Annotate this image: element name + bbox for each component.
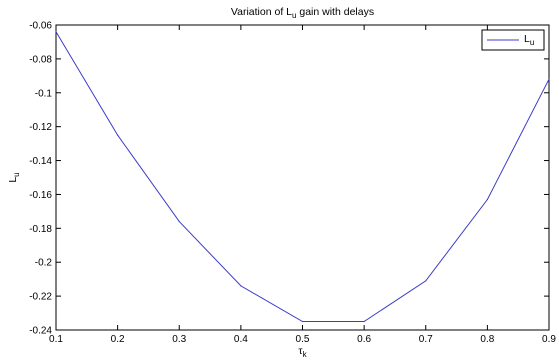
x-tick-label: 0.1 <box>49 334 63 345</box>
data-point <box>486 198 488 201</box>
x-axis-ticks: 0.1 0.2 0.3 0.4 0.5 0.6 0.7 0.8 0.9 <box>49 25 556 345</box>
y-axis-label-subscript: u <box>12 172 21 176</box>
legend-label-base: L <box>524 33 530 45</box>
y-tick-label: -0.08 <box>29 54 52 65</box>
data-point <box>548 78 550 80</box>
chart-title-subscript: u <box>292 11 296 20</box>
y-tick-label: -0.14 <box>29 156 52 167</box>
y-axis-ticks: -0.06 -0.08 -0.1 -0.12 -0.14 -0.16 -0.18 -0.2 -0… <box>29 21 549 337</box>
y-axis-label-base: L <box>7 177 19 183</box>
y-axis-label: Lu <box>7 172 21 182</box>
data-point <box>55 31 57 33</box>
legend-label: Lu <box>524 33 534 47</box>
plot-area <box>55 24 550 331</box>
data-point <box>240 285 242 287</box>
data-point <box>117 134 119 136</box>
chart-title-prefix: Variation of L <box>231 6 292 18</box>
x-tick-label: 0.6 <box>357 334 371 345</box>
chart-title: Variation of Lu gain with delays <box>231 6 374 20</box>
y-tick-label: -0.16 <box>29 190 52 201</box>
data-point <box>363 320 365 323</box>
x-tick-label: 0.9 <box>542 334 556 345</box>
x-tick-label: 0.8 <box>480 334 494 345</box>
series-layer <box>55 31 550 323</box>
legend: Lu <box>481 29 545 51</box>
chart-title-suffix: gain with delays <box>296 6 374 18</box>
data-point <box>301 320 304 323</box>
data-point <box>425 280 427 282</box>
y-tick-label: -0.22 <box>29 292 52 303</box>
x-tick-label: 0.2 <box>111 334 125 345</box>
y-tick-label: -0.1 <box>35 88 53 99</box>
x-tick-label: 0.5 <box>296 334 310 345</box>
legend-label-subscript: u <box>530 38 534 47</box>
y-tick-label: -0.18 <box>29 224 52 235</box>
x-tick-label: 0.7 <box>419 334 433 345</box>
x-axis-label-base: τ <box>298 345 303 357</box>
x-axis-label: τk <box>298 345 307 358</box>
x-tick-label: 0.4 <box>234 334 248 345</box>
x-axis-label-subscript: k <box>303 350 308 358</box>
y-tick-label: -0.24 <box>29 326 52 337</box>
data-point <box>178 220 180 223</box>
y-tick-label: -0.06 <box>29 21 52 32</box>
y-tick-label: -0.12 <box>29 122 52 133</box>
x-tick-label: 0.3 <box>172 334 186 345</box>
y-tick-label: -0.2 <box>35 258 53 269</box>
